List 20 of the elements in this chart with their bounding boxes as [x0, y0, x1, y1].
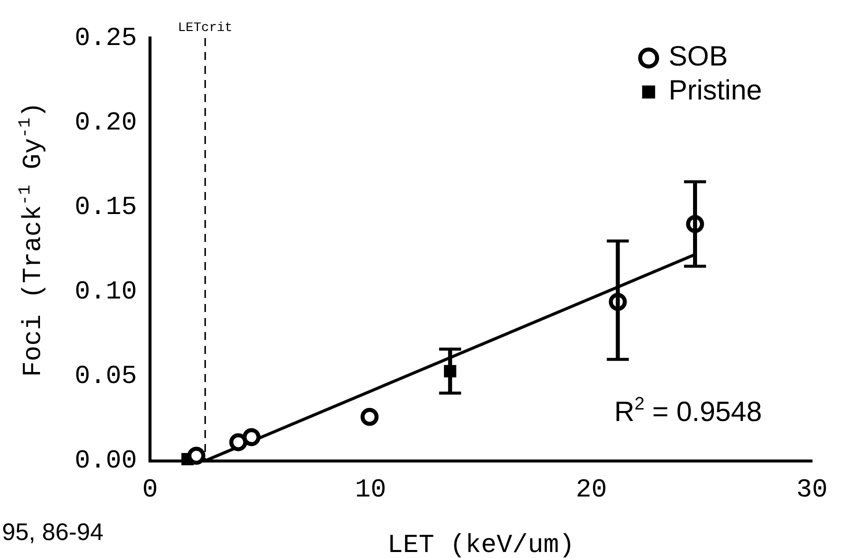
- x-tick-label: 0: [142, 474, 158, 504]
- y-tick-label: 0.25: [74, 22, 137, 53]
- y-tick-label: 0.05: [74, 361, 137, 392]
- ref-line-label: LETcrit: [178, 20, 232, 35]
- point: [187, 446, 206, 465]
- point: [242, 428, 261, 446]
- x-tick-label: 30: [796, 474, 828, 504]
- y-tick-label: 0.15: [74, 192, 137, 222]
- point: [229, 433, 248, 452]
- y-axis-title: Foci (Track-1 Gy-1): [16, 102, 48, 377]
- y-tick-label: 0.20: [74, 107, 137, 138]
- y-tick-label: 0.00: [74, 446, 137, 476]
- text: 95, 86-94: [2, 519, 104, 546]
- legend-label: SOB: [668, 40, 728, 72]
- x-tick-label: 10: [355, 474, 386, 504]
- y-tick-label: 0.10: [74, 276, 137, 307]
- x-tick-label: 20: [576, 474, 607, 504]
- x-axis-title: LET (keV/um): [387, 530, 575, 558]
- point: [360, 408, 379, 426]
- legend-label: Pristine: [668, 74, 762, 106]
